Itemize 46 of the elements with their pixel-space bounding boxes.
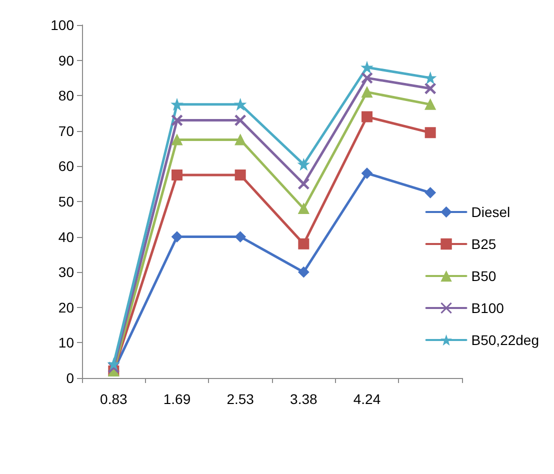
point (424, 127, 436, 138)
x-tick-label: 2.53 (226, 391, 254, 407)
y-tick-label: 90 (58, 52, 74, 68)
point (234, 231, 246, 242)
point (234, 170, 246, 181)
legend-label: Diesel (471, 204, 510, 220)
point (362, 72, 372, 84)
point (298, 238, 310, 250)
x-tick-label: 0.83 (100, 391, 128, 407)
legend-label: B25 (471, 236, 496, 252)
point (424, 187, 436, 198)
point (172, 231, 182, 242)
point (424, 98, 436, 110)
x-tick-label: 1.69 (163, 391, 191, 407)
legend-label: B50 (471, 268, 496, 284)
legend-label: B100 (471, 300, 504, 316)
point (298, 266, 310, 278)
x-tick-label: 4.24 (353, 391, 381, 407)
x-tick-label: 3.38 (290, 391, 318, 407)
y-tick-label: 10 (58, 334, 74, 351)
point (362, 168, 372, 179)
point (234, 98, 246, 110)
point (298, 203, 310, 214)
point (172, 170, 182, 181)
point (234, 114, 246, 126)
y-tick-label: 60 (58, 158, 74, 174)
point (172, 114, 182, 126)
y-tick-label: 100 (50, 17, 74, 33)
point (172, 134, 182, 146)
point (298, 178, 310, 190)
point (362, 86, 372, 98)
point (234, 134, 246, 146)
point (362, 62, 372, 73)
point (362, 111, 372, 122)
point (172, 98, 182, 110)
y-tick-label: 40 (58, 228, 74, 245)
point (108, 358, 120, 370)
y-tick-label: 80 (58, 88, 74, 104)
point (424, 83, 436, 94)
point (298, 158, 310, 170)
y-tick-label: 0 (66, 370, 74, 386)
legend-label: B50,22deg (471, 332, 540, 348)
y-tick-label: 50 (58, 194, 74, 210)
y-tick-label: 20 (58, 299, 74, 316)
y-tick-label: 70 (58, 122, 74, 139)
y-tick-label: 30 (58, 264, 74, 280)
